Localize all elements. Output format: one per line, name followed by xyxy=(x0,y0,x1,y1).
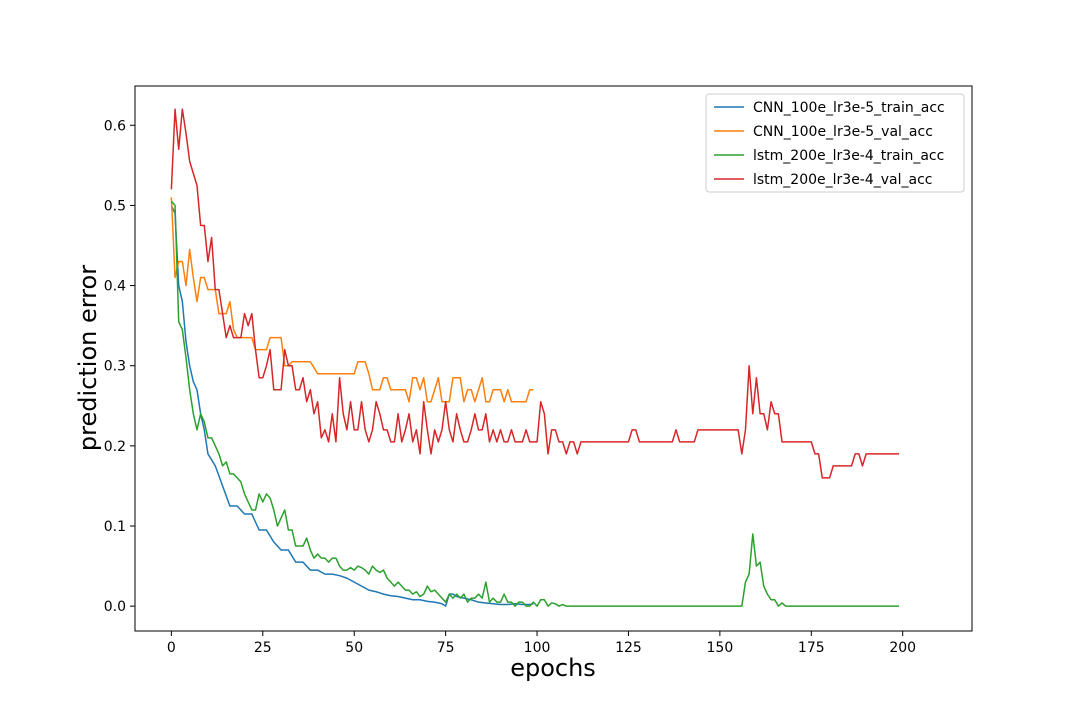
x-tick-label: 175 xyxy=(798,640,825,656)
x-tick-label: 50 xyxy=(345,640,363,656)
series-layer xyxy=(170,108,900,607)
y-tick-label: 0.6 xyxy=(104,118,126,134)
y-axis-label: prediction error xyxy=(74,265,102,451)
x-tick-label: 125 xyxy=(615,640,642,656)
legend-label: lstm_200e_lr3e-4_val_acc xyxy=(753,172,933,188)
x-axis-label: epochs xyxy=(510,654,596,682)
series-line-CNN_100e_lr3e-5_val_acc xyxy=(170,197,534,403)
series-line-lstm_200e_lr3e-4_val_acc xyxy=(170,108,900,479)
y-tick-label: 0.2 xyxy=(104,439,126,455)
y-tick-label: 0.5 xyxy=(104,198,126,214)
x-tick-label: 150 xyxy=(707,640,734,656)
axes-layer: 0 25 50 75 100 125 150 175 200 0.0 0.1 0.2 0.3 0.4 0.5… xyxy=(104,118,916,656)
x-tick-label: 100 xyxy=(524,640,551,656)
y-tick-label: 0.4 xyxy=(104,279,126,295)
series-line-lstm_200e_lr3e-4_train_acc xyxy=(170,200,900,607)
plot-frame xyxy=(134,85,973,632)
legend-label: CNN_100e_lr3e-5_train_acc xyxy=(753,100,945,116)
x-tick-label: 75 xyxy=(437,640,455,656)
y-tick-label: 0.3 xyxy=(104,359,126,375)
y-tick-label: 0.0 xyxy=(104,599,126,615)
legend-label: lstm_200e_lr3e-4_train_acc xyxy=(753,148,944,164)
x-tick-label: 25 xyxy=(254,640,272,656)
legend-box xyxy=(705,93,965,193)
series-line-CNN_100e_lr3e-5_train_acc xyxy=(170,205,534,607)
y-tick-label: 0.1 xyxy=(104,519,126,535)
legend-label: CNN_100e_lr3e-5_val_acc xyxy=(753,124,933,140)
x-tick-label: 0 xyxy=(167,640,176,656)
legend: CNN_100e_lr3e-5_train_acc CNN_100e_lr3e-5… xyxy=(705,93,965,193)
x-tick-label: 200 xyxy=(889,640,916,656)
